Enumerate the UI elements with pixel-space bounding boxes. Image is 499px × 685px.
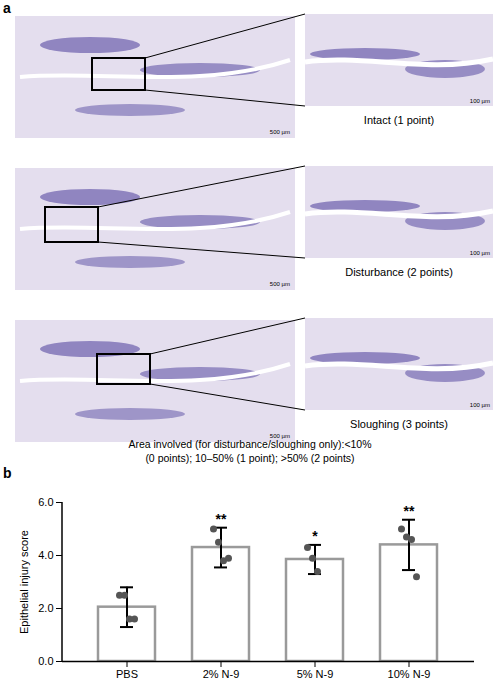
svg-text:Intact (1 point): Intact (1 point) <box>364 114 434 126</box>
svg-text:a: a <box>3 0 11 16</box>
svg-text:10% N-9: 10% N-9 <box>388 668 431 680</box>
svg-text:(0 points); 10–50% (1 point);: (0 points); 10–50% (1 point); >50% (2 po… <box>145 452 354 464</box>
svg-text:Sloughing (3 points): Sloughing (3 points) <box>350 418 448 430</box>
svg-text:4.0: 4.0 <box>38 549 53 561</box>
svg-text:PBS: PBS <box>116 668 138 680</box>
svg-text:2% N-9: 2% N-9 <box>203 668 240 680</box>
svg-text:0.0: 0.0 <box>38 655 53 667</box>
svg-text:Area involved (for disturbance: Area involved (for disturbance/sloughing… <box>128 438 371 450</box>
svg-text:500 µm: 500 µm <box>269 433 290 439</box>
svg-text:Epithelial injury score: Epithelial injury score <box>18 530 30 634</box>
svg-text:**: ** <box>404 503 415 519</box>
svg-text:500 µm: 500 µm <box>270 129 290 135</box>
svg-text:500 µm: 500 µm <box>270 281 290 287</box>
svg-text:100 µm: 100 µm <box>470 98 490 104</box>
svg-text:*: * <box>312 528 318 544</box>
svg-text:5% N-9: 5% N-9 <box>297 668 334 680</box>
svg-text:**: ** <box>216 511 227 527</box>
svg-text:100 µm: 100 µm <box>470 250 490 256</box>
svg-text:100 µm: 100 µm <box>470 402 490 408</box>
svg-text:2.0: 2.0 <box>38 602 53 614</box>
svg-text:b: b <box>3 465 12 480</box>
svg-text:Disturbance (2 points): Disturbance (2 points) <box>345 266 453 278</box>
svg-text:6.0: 6.0 <box>38 496 53 508</box>
